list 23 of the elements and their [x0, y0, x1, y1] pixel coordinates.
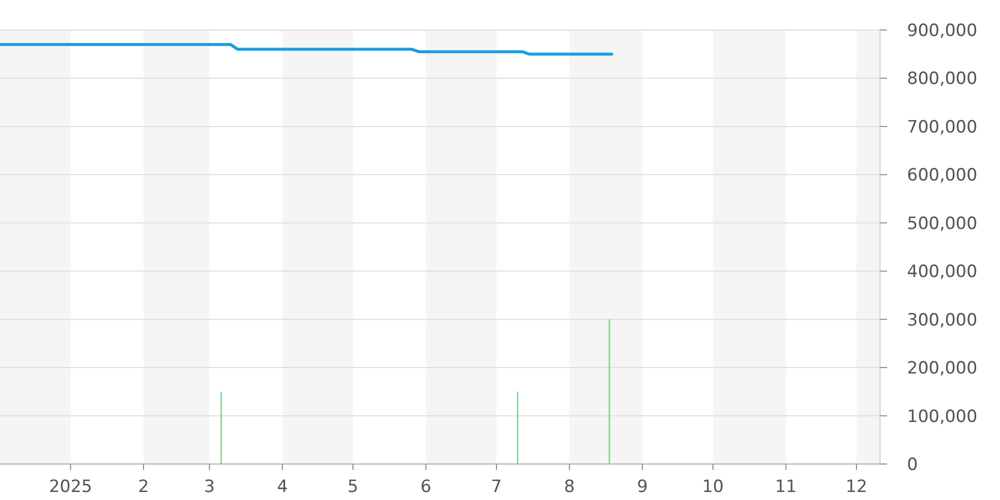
y-tick-label: 500,000 [907, 214, 978, 234]
x-tick-label: 12 [846, 477, 868, 497]
line-series [0, 42, 614, 56]
y-tick-label: 100,000 [907, 406, 978, 427]
x-tick-label: 5 [348, 477, 358, 497]
y-tick-label: 300,000 [907, 310, 978, 330]
y-tick-label: 600,000 [907, 166, 978, 186]
y-tick-label: 700,000 [907, 117, 978, 138]
x-tick-label: 7 [491, 477, 502, 497]
x-tick-label: 6 [420, 477, 432, 497]
x-tick-label: 2025 [48, 477, 92, 497]
y-tick-label: 900,000 [907, 21, 978, 41]
x-tick-label: 9 [636, 477, 648, 497]
y-tick-label: 0 [907, 455, 918, 475]
x-tick-label: 8 [564, 477, 575, 497]
y-tick-label: 800,000 [907, 69, 978, 90]
x-tick-label: 10 [702, 477, 724, 497]
x-tick-label: 2 [138, 477, 149, 497]
y-tick-label: 400,000 [907, 262, 978, 282]
x-tick-label: 3 [204, 477, 215, 497]
x-tick-label: 11 [775, 477, 797, 497]
y-tick-label: 200,000 [907, 358, 978, 379]
x-tick-label: 4 [276, 477, 288, 497]
